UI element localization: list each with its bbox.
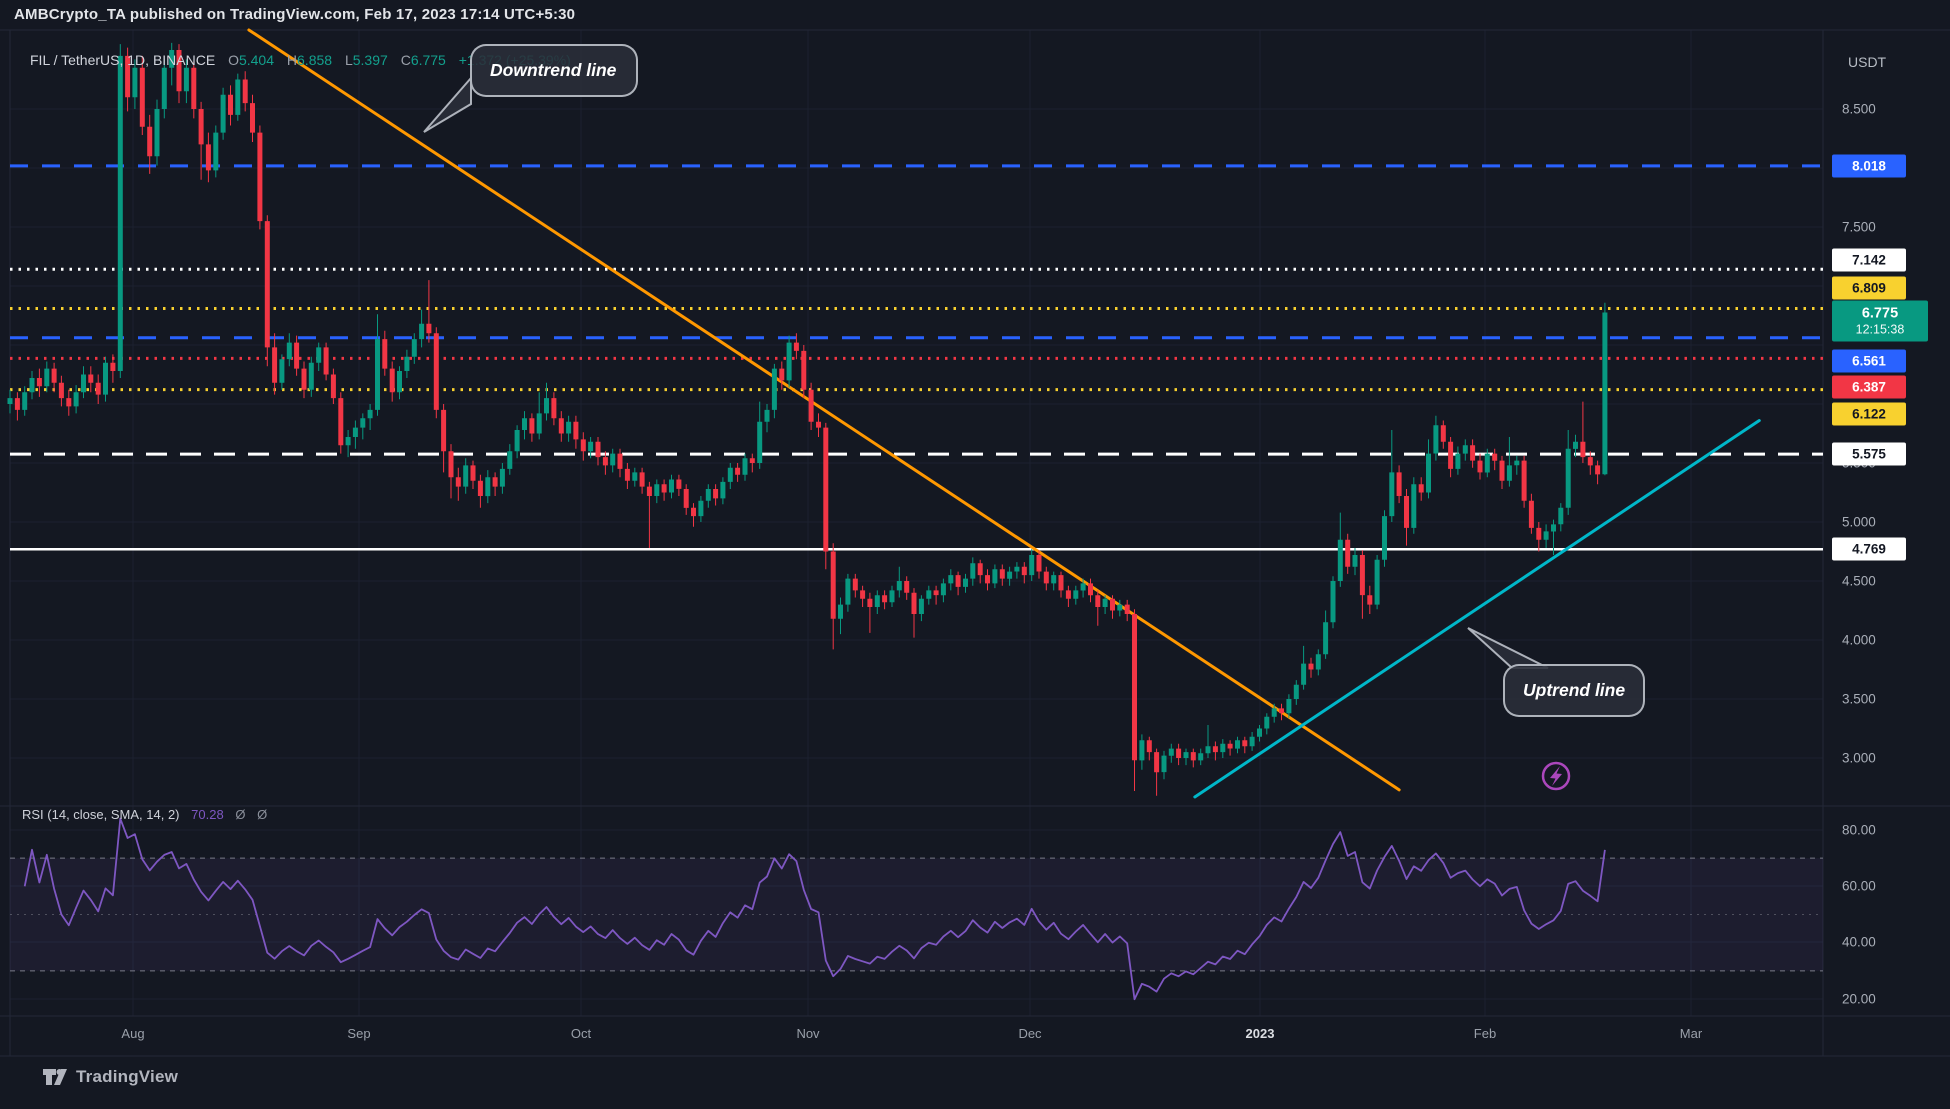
uptrend-trendline[interactable] [1193, 419, 1761, 799]
flash-icon-bolt [1550, 766, 1562, 786]
low-value: 5.397 [352, 52, 388, 68]
up-candle-bodies [7, 50, 1608, 773]
price-axis-label-4.500: 4.500 [1842, 573, 1876, 589]
high-label: H [286, 52, 298, 68]
symbol-title[interactable]: FIL / TetherUS, 1D, BINANCE [30, 52, 216, 68]
close-label: C [400, 52, 411, 68]
price-level-badge-6.122[interactable]: 6.122 [1832, 402, 1906, 426]
high-value: 6.858 [297, 52, 333, 68]
price-level-badge-6.809[interactable]: 6.809 [1832, 276, 1906, 300]
rsi-line [23, 817, 1606, 1001]
bar-countdown-timer: 12:15:38 [1855, 322, 1905, 337]
downtrend-callout-pointer [423, 75, 472, 133]
price-axis-label-5.000: 5.000 [1842, 514, 1876, 530]
rsi-indicator-legend[interactable]: RSI (14, close, SMA, 14, 2) 70.28 Ø Ø [22, 807, 267, 822]
price-axis-label-3.000: 3.000 [1842, 750, 1876, 766]
price-axis-label-3.500: 3.500 [1842, 691, 1876, 707]
current-price-badge[interactable]: 6.775 12:15:38 [1832, 300, 1928, 342]
low-label: L [344, 52, 353, 68]
time-axis-label-Dec[interactable]: Dec [1018, 1026, 1042, 1041]
rsi-label: RSI (14, close, SMA, 14, 2) [22, 807, 180, 822]
rsi-empty-value-2: Ø [257, 807, 268, 822]
tradingview-brand[interactable]: TradingView [42, 1066, 178, 1088]
price-level-badge-6.387[interactable]: 6.387 [1832, 375, 1906, 399]
uptrend-callout-pointer [1467, 627, 1549, 669]
up-candle-wicks [9, 42, 1606, 780]
time-axis-label-Oct[interactable]: Oct [570, 1026, 592, 1041]
rsi-axis-label-20.00: 20.00 [1842, 991, 1876, 1007]
time-axis-label-Feb[interactable]: Feb [1473, 1026, 1497, 1041]
open-label: O [228, 52, 239, 68]
rsi-empty-value-1: Ø [235, 807, 246, 822]
price-axis-label-4.000: 4.000 [1842, 632, 1876, 648]
price-level-badge-8.018[interactable]: 8.018 [1832, 154, 1906, 178]
price-level-badge-6.561[interactable]: 6.561 [1832, 349, 1906, 373]
time-axis-label-Nov[interactable]: Nov [796, 1026, 820, 1041]
price-level-badge-7.142[interactable]: 7.142 [1832, 248, 1906, 272]
rsi-value: 70.28 [191, 807, 224, 822]
price-scale-currency-label: USDT [1848, 54, 1887, 70]
rsi-axis-label-40.00: 40.00 [1842, 934, 1876, 950]
time-axis-label-Mar[interactable]: Mar [1679, 1026, 1703, 1041]
price-level-badge-4.769[interactable]: 4.769 [1832, 537, 1906, 561]
price-axis-label-8.500: 8.500 [1842, 101, 1876, 117]
price-level-badge-5.575[interactable]: 5.575 [1832, 442, 1906, 466]
rsi-axis-label-80.00: 80.00 [1842, 822, 1876, 838]
attribution-text: AMBCrypto_TA published on TradingView.co… [14, 6, 576, 23]
price-axis-label-7.500: 7.500 [1842, 219, 1876, 235]
open-value: 5.404 [238, 52, 274, 68]
current-price-value: 6.775 [1861, 305, 1899, 322]
brand-name: TradingView [76, 1067, 179, 1086]
uptrend-line-callout[interactable]: Uptrend line [1503, 664, 1646, 717]
close-value: 6.775 [410, 52, 446, 68]
flash-icon[interactable] [1541, 761, 1571, 791]
downtrend-trendline[interactable] [247, 28, 1401, 792]
rsi-axis-label-60.00: 60.00 [1842, 878, 1876, 894]
time-axis-label-Aug[interactable]: Aug [121, 1026, 145, 1041]
time-axis-label-2023[interactable]: 2023 [1245, 1026, 1275, 1041]
downtrend-line-callout[interactable]: Downtrend line [470, 44, 638, 97]
time-axis-label-Sep[interactable]: Sep [347, 1026, 371, 1041]
tradingview-logo-icon [43, 1069, 67, 1085]
